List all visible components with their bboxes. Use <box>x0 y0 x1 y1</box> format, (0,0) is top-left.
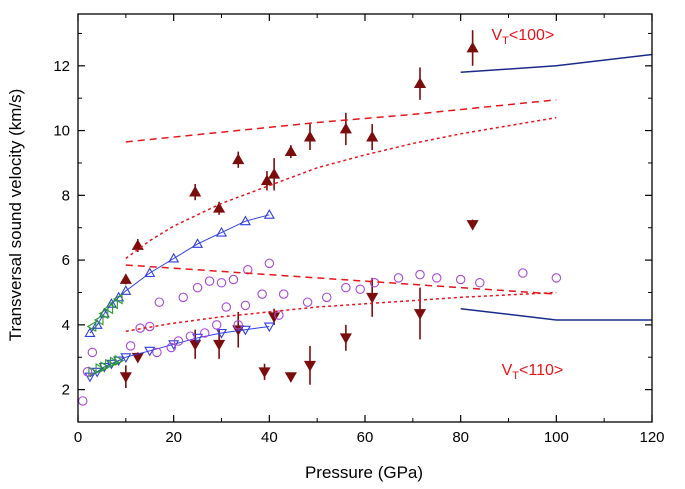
data-point <box>79 397 87 405</box>
data-point <box>213 321 221 329</box>
y-tick-label: 12 <box>53 58 70 75</box>
data-point <box>146 322 154 330</box>
data-point <box>456 275 464 283</box>
data-point <box>265 259 273 267</box>
data-point <box>136 324 144 332</box>
data-point <box>126 342 134 350</box>
axes: 0 20 40 60 80 100 120 2 4 6 8 10 12 <box>53 14 664 446</box>
data-point <box>552 274 560 282</box>
data-point <box>341 334 351 343</box>
data-point <box>241 301 249 309</box>
series-connector-line <box>90 215 269 333</box>
x-tick-label: 80 <box>452 429 469 446</box>
data-point <box>286 373 296 382</box>
data-point <box>303 298 311 306</box>
series-line <box>461 309 652 320</box>
data-point <box>133 240 143 249</box>
y-tick-label: 8 <box>62 187 70 204</box>
data-point <box>155 298 163 306</box>
series-line <box>126 118 557 259</box>
data-point <box>342 283 350 291</box>
series-line <box>461 55 652 73</box>
data-point <box>341 124 351 133</box>
y-axis-title: Transversal sound velocity (km/s) <box>6 89 25 342</box>
y-tick-label: 2 <box>62 382 70 399</box>
data-point <box>217 228 226 236</box>
data-point <box>229 275 237 283</box>
annotation-label: VT<110> <box>502 362 564 382</box>
series-line <box>126 100 557 142</box>
data-point <box>259 368 269 377</box>
data-point <box>190 187 200 196</box>
series-connector-line <box>90 327 269 377</box>
data-point <box>269 313 279 322</box>
data-point <box>279 290 287 298</box>
data-point <box>265 210 274 218</box>
data-point <box>305 361 315 370</box>
plot-frame <box>78 14 652 422</box>
data-point <box>415 78 425 87</box>
data-point <box>121 373 131 382</box>
data-point <box>519 269 527 277</box>
data-point <box>367 293 377 302</box>
plot-area: VT<100> VT<110> <box>79 27 652 405</box>
data-point <box>394 274 402 282</box>
y-tick-label: 4 <box>62 317 70 334</box>
data-point <box>88 348 96 356</box>
data-point <box>233 155 243 164</box>
data-point <box>205 277 213 285</box>
data-point <box>305 132 315 141</box>
data-point <box>193 283 201 291</box>
data-point <box>179 293 187 301</box>
annotation-label: VT<100> <box>491 27 554 47</box>
data-point <box>190 340 200 349</box>
data-point <box>258 290 266 298</box>
data-point <box>269 169 279 178</box>
data-point <box>286 146 296 155</box>
data-point <box>467 43 477 52</box>
data-point <box>356 285 364 293</box>
data-point <box>467 221 477 230</box>
y-tick-label: 10 <box>53 123 70 140</box>
data-point <box>323 293 331 301</box>
x-tick-label: 60 <box>357 429 374 446</box>
data-point <box>121 274 131 283</box>
series-line <box>126 265 557 294</box>
x-tick-label: 20 <box>165 429 182 446</box>
data-point <box>415 310 425 319</box>
data-point <box>476 279 484 287</box>
x-tick-label: 100 <box>544 429 569 446</box>
data-point <box>416 270 424 278</box>
data-point <box>83 368 91 376</box>
data-point <box>217 279 225 287</box>
x-axis-title: Pressure (GPa) <box>305 463 423 482</box>
x-tick-label: 0 <box>74 429 82 446</box>
y-tick-label: 6 <box>62 252 70 269</box>
x-tick-label: 120 <box>639 429 664 446</box>
data-point <box>367 132 377 141</box>
data-point <box>153 348 161 356</box>
data-point <box>186 332 194 340</box>
data-point <box>214 340 224 349</box>
x-tick-label: 40 <box>261 429 278 446</box>
data-point <box>433 274 441 282</box>
data-point <box>222 303 230 311</box>
